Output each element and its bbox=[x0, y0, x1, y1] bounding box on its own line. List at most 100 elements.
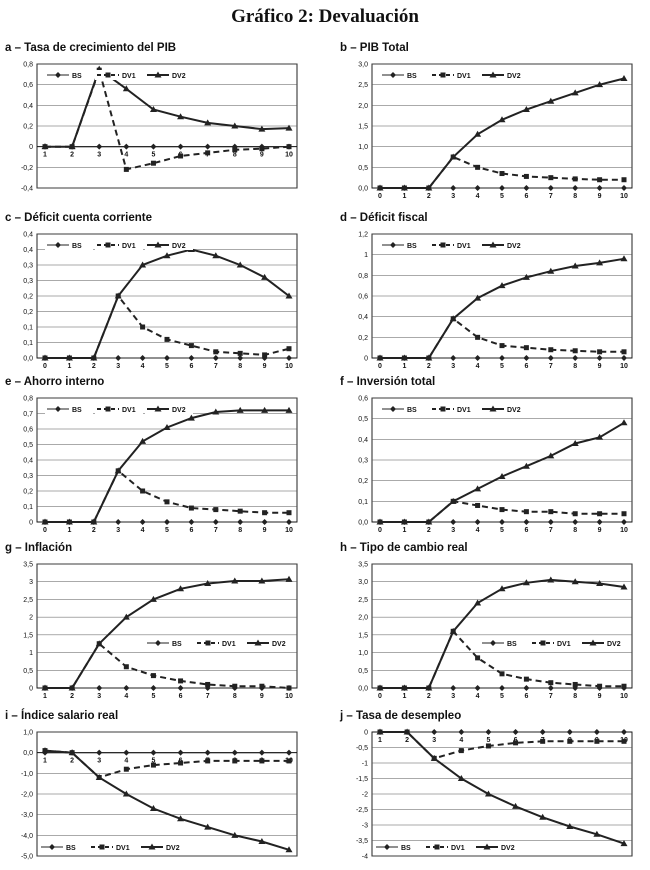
x-tick-label: 7 bbox=[549, 363, 553, 370]
x-tick-label: 5 bbox=[500, 363, 504, 370]
data-point-bs bbox=[539, 729, 546, 735]
data-point-dv2 bbox=[400, 518, 408, 525]
data-point-dv2 bbox=[122, 790, 130, 797]
y-tick-label: 2,5 bbox=[358, 82, 368, 89]
legend-label: DV1 bbox=[222, 641, 236, 648]
x-tick-label: 5 bbox=[500, 527, 504, 534]
y-tick-label: 0,1 bbox=[23, 504, 33, 511]
data-point-dv2 bbox=[376, 728, 384, 735]
y-tick-label: 1,2 bbox=[358, 232, 368, 239]
x-tick-label: 6 bbox=[524, 363, 528, 370]
data-point-bs bbox=[286, 355, 292, 361]
x-tick-label: 9 bbox=[598, 693, 602, 700]
data-point-bs bbox=[177, 685, 184, 691]
legend: BS DV1 DV2 bbox=[45, 70, 193, 80]
x-tick-label: 4 bbox=[141, 527, 145, 534]
data-point-dv1 bbox=[262, 510, 268, 516]
legend-label: BS bbox=[401, 845, 411, 852]
y-tick-label: 0 bbox=[29, 520, 33, 527]
data-point-dv1 bbox=[178, 678, 184, 684]
chart-svg: 0 0,2 0,4 0,6 0,8 1 1,2 0 1 2 3 4 5 6 7 8 9 10 BS DV1 DV2 bbox=[358, 232, 633, 370]
legend-label: DV2 bbox=[272, 641, 286, 648]
y-tick-label: 1,5 bbox=[358, 632, 368, 639]
data-point-dv2 bbox=[403, 728, 411, 735]
y-tick-label: 0,8 bbox=[358, 273, 368, 280]
data-point-dv2 bbox=[68, 684, 76, 691]
data-point-dv2 bbox=[449, 497, 457, 504]
series-line-dv2 bbox=[45, 67, 290, 148]
y-tick-label: -0,2 bbox=[21, 165, 33, 172]
x-tick-label: 2 bbox=[427, 693, 431, 700]
x-tick-label: 3 bbox=[451, 193, 455, 200]
data-point-dv2 bbox=[163, 252, 171, 259]
data-point-bs bbox=[150, 143, 157, 150]
legend-label: BS bbox=[66, 845, 76, 852]
y-tick-label: 0,2 bbox=[23, 294, 33, 301]
data-point-dv2 bbox=[68, 143, 76, 150]
data-point-bs bbox=[547, 355, 554, 361]
data-point-dv1 bbox=[259, 146, 265, 152]
chart-panel: h – Tipo de cambio real 0,0 0,5 1,0 1,5 2,0 2,… bbox=[340, 542, 640, 702]
y-tick-label: 0,2 bbox=[358, 478, 368, 485]
data-point-dv2 bbox=[285, 575, 293, 582]
data-point-dv2 bbox=[95, 773, 103, 780]
data-point-bs bbox=[204, 143, 211, 150]
legend-marker bbox=[105, 406, 111, 412]
y-tick-label: 2 bbox=[29, 615, 33, 622]
data-point-dv1 bbox=[178, 760, 184, 766]
legend-marker bbox=[49, 844, 55, 850]
x-tick-label: 5 bbox=[165, 527, 169, 534]
legend-label: DV1 bbox=[557, 641, 571, 648]
y-tick-label: 0,4 bbox=[23, 103, 33, 110]
chart-svg: 0 0,5 1 1,5 2 2,5 3 3,5 1 2 3 4 5 6 7 8 9 10 BS DV1 DV2 bbox=[23, 562, 298, 700]
x-tick-label: 1 bbox=[402, 193, 406, 200]
x-tick-label: 2 bbox=[70, 693, 74, 700]
data-point-bs bbox=[115, 355, 122, 361]
x-tick-label: 3 bbox=[116, 363, 120, 370]
legend-marker bbox=[390, 72, 396, 78]
y-tick-label: -1,5 bbox=[356, 776, 368, 783]
data-point-dv2 bbox=[474, 485, 482, 492]
y-tick-label: 0,4 bbox=[358, 437, 368, 444]
x-tick-label: 7 bbox=[549, 527, 553, 534]
x-tick-label: 10 bbox=[285, 693, 293, 700]
legend-marker bbox=[489, 71, 497, 78]
data-point-dv1 bbox=[523, 345, 529, 351]
legend-marker bbox=[105, 242, 111, 248]
y-tick-label: 0,5 bbox=[23, 668, 33, 675]
data-point-dv1 bbox=[597, 683, 603, 689]
x-tick-label: 9 bbox=[260, 693, 264, 700]
y-tick-label: -1 bbox=[362, 761, 368, 768]
data-point-bs bbox=[572, 519, 579, 525]
x-tick-label: 0 bbox=[378, 363, 382, 370]
y-tick-label: 3,5 bbox=[358, 562, 368, 569]
data-point-dv1 bbox=[259, 758, 265, 764]
data-point-dv1 bbox=[572, 176, 578, 182]
plot-area bbox=[371, 563, 633, 689]
data-point-dv1 bbox=[458, 748, 464, 754]
data-point-dv2 bbox=[571, 578, 579, 585]
chart-panel: d – Déficit fiscal 0 0,2 0,4 0,6 0,8 1 1,2 0 1 2 3 4… bbox=[340, 212, 640, 372]
data-point-dv1 bbox=[572, 681, 578, 687]
x-tick-label: 4 bbox=[476, 193, 480, 200]
data-point-dv1 bbox=[548, 680, 554, 686]
chart-panel: j – Tasa de desempleo -4 -3,5 -3 -2,5 -2 -1,5 -… bbox=[340, 710, 640, 870]
y-tick-label: 0,2 bbox=[23, 489, 33, 496]
data-point-dv2 bbox=[177, 585, 185, 592]
data-point-bs bbox=[523, 519, 530, 525]
chart-title: d – Déficit fiscal bbox=[340, 212, 428, 224]
x-tick-label: 1 bbox=[378, 737, 382, 744]
data-point-dv2 bbox=[285, 292, 293, 299]
data-point-dv2 bbox=[620, 255, 628, 262]
x-tick-label: 2 bbox=[70, 758, 74, 765]
data-point-dv2 bbox=[539, 813, 547, 820]
chart-panel: g – Inflación 0 0,5 1 1,5 2 2,5 3 3,5 1 2 3 4 5 6 7 8 9 10… bbox=[5, 542, 305, 702]
data-point-bs bbox=[286, 519, 292, 525]
data-point-dv2 bbox=[122, 85, 130, 92]
data-point-bs bbox=[458, 729, 465, 735]
data-point-dv2 bbox=[261, 273, 269, 280]
y-tick-label: 1,5 bbox=[23, 632, 33, 639]
legend-label: BS bbox=[407, 73, 417, 80]
y-tick-label: 0,2 bbox=[23, 309, 33, 316]
data-point-dv2 bbox=[547, 576, 555, 583]
